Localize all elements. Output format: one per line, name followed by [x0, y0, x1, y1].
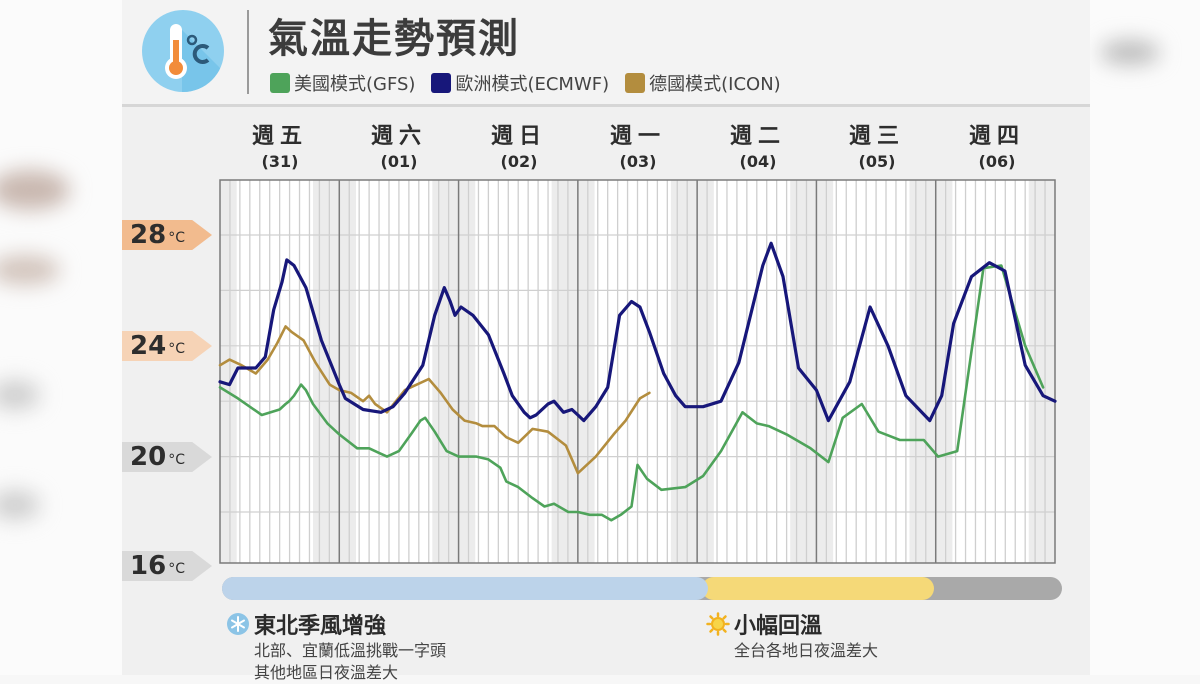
gfs-series-line: [218, 264, 1045, 522]
note-monsoon-line-2: 其他地區日夜溫差大: [254, 663, 399, 682]
day-label-thu: 週四 (06): [968, 124, 1025, 171]
page-title: 氣溫走勢預測: [268, 16, 520, 62]
legend-swatch-gfs: [270, 73, 290, 93]
legend-item-icon: 德國模式(ICON): [625, 70, 781, 96]
legend-label-ecmwf: 歐洲模式(ECMWF): [455, 74, 610, 95]
y-tick-24: 24 °C: [122, 331, 212, 361]
legend-item-gfs: 美國模式(GFS): [270, 70, 415, 96]
phase-bar-warming: [702, 577, 934, 600]
day-label-sun: 週日 (02): [490, 124, 547, 171]
legend-label-gfs: 美國模式(GFS): [294, 74, 416, 95]
thermometer-celsius-icon: [142, 10, 224, 92]
legend-swatch-icon: [625, 73, 646, 93]
phase-bar-monsoon: [222, 577, 708, 600]
legend-label-icon: 德國模式(ICON): [649, 74, 781, 95]
y-tick-20: 20 °C: [122, 442, 212, 472]
day-label-tue: 週二 (04): [729, 124, 786, 171]
background-left: [0, 0, 122, 675]
note-warming: 小幅回溫 全台各地日夜溫差大: [706, 608, 878, 662]
y-tick-28: 28 °C: [122, 220, 212, 250]
ecmwf-series-line: [218, 241, 1057, 423]
snowflake-icon: [226, 612, 250, 636]
note-warming-title: 小幅回溫: [734, 614, 823, 639]
background-blur-shape: [0, 490, 40, 520]
background-blur-shape: [0, 380, 40, 410]
day-label-wed: 週三 (05): [848, 124, 905, 171]
legend-item-ecmwf: 歐洲模式(ECMWF): [431, 70, 609, 96]
header: 氣溫走勢預測 美國模式(GFS) 歐洲模式(ECMWF) 德國模式(ICON): [122, 0, 1090, 107]
day-label-fri: 週五 (31): [251, 124, 308, 171]
note-monsoon: 東北季風增強 北部、宜蘭低溫挑戰一字頭 其他地區日夜溫差大: [226, 608, 446, 684]
note-warming-line-1: 全台各地日夜溫差大: [734, 641, 879, 660]
day-label-sat: 週六 (01): [370, 124, 427, 171]
background-blur-shape: [1100, 40, 1160, 65]
background-blur-shape: [0, 170, 70, 210]
temperature-line-chart: [218, 179, 1057, 564]
legend: 美國模式(GFS) 歐洲模式(ECMWF) 德國模式(ICON): [270, 70, 781, 96]
forecast-card: 氣溫走勢預測 美國模式(GFS) 歐洲模式(ECMWF) 德國模式(ICON) …: [122, 0, 1090, 682]
legend-swatch-ecmwf: [431, 73, 452, 93]
background-right: [1090, 0, 1200, 675]
icon-series-line: [218, 325, 651, 475]
day-label-mon: 週一 (03): [609, 124, 666, 171]
header-divider: [247, 10, 249, 94]
background-blur-shape: [0, 255, 60, 285]
sun-icon: [706, 612, 730, 636]
note-monsoon-title: 東北季風增強: [254, 614, 387, 639]
note-monsoon-line-1: 北部、宜蘭低溫挑戰一字頭: [254, 641, 447, 660]
y-tick-16: 16 °C: [122, 551, 212, 581]
